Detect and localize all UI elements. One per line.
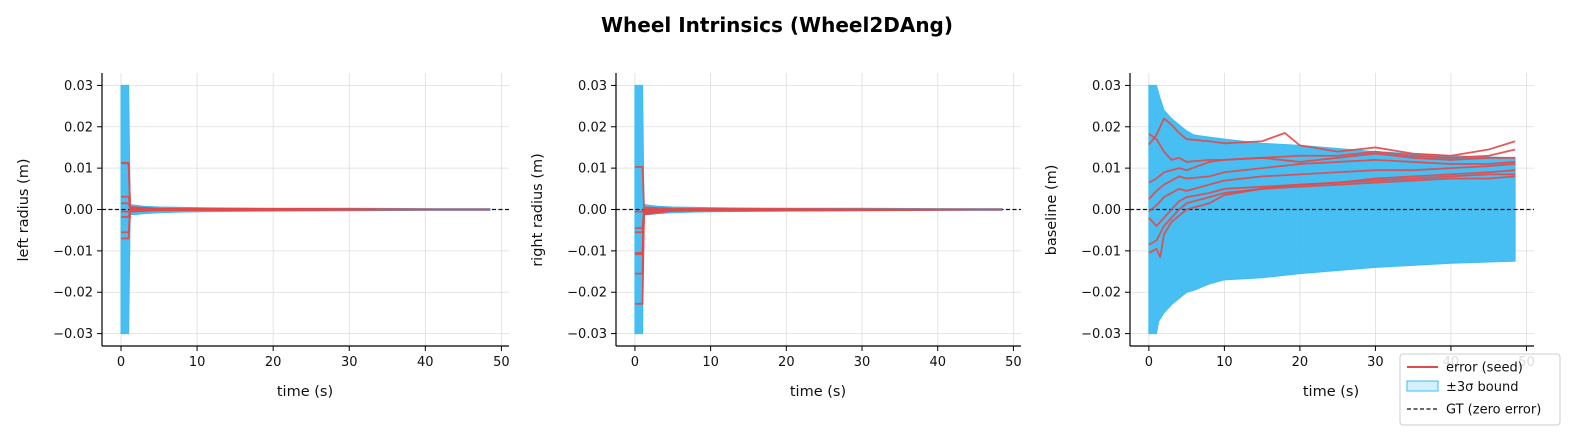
y-tick-label: −0.03: [1081, 327, 1121, 342]
error-series-7: [121, 208, 490, 234]
y-tick-label: 0.00: [1092, 203, 1121, 218]
x-tick-label: 10: [1216, 355, 1233, 370]
error-series-4: [634, 208, 1003, 234]
error-series-8: [1148, 175, 1516, 258]
error-series-1: [1148, 117, 1516, 157]
xlabel: time (s): [790, 384, 846, 400]
y-tick-label: 0.02: [1092, 120, 1121, 135]
y-tick-label: 0.03: [1092, 79, 1121, 94]
legend-error-label: error (seed): [1446, 361, 1523, 376]
y-tick-label: 0.03: [64, 79, 93, 94]
y-tick-label: 0.03: [578, 79, 607, 94]
error-series-3: [1148, 152, 1516, 184]
error-series-1: [634, 165, 1003, 211]
panel-right-radius: 0 10 20 30 40 50 −0.03 −0.02 −0.01 0.00 0.01 0.02 0.…: [530, 73, 1022, 400]
panel-left-radius: 0 10 20 30 40 50 −0.03 −0.02 −0.01 0.00 0.01 0.02 0.…: [16, 73, 510, 400]
x-tick-label: 50: [493, 355, 510, 370]
y-tick-label: −0.02: [567, 286, 607, 301]
y-tick-label: −0.01: [567, 244, 607, 259]
legend-band-label: ±3σ bound: [1446, 380, 1518, 395]
error-series-5: [1148, 163, 1516, 213]
xlabel: time (s): [1303, 384, 1359, 400]
x-tick-label: 0: [117, 355, 125, 370]
x-tick-label: 0: [1145, 355, 1153, 370]
legend-frame: [1399, 353, 1561, 426]
y-tick-label: −0.03: [567, 327, 607, 342]
xlabel: time (s): [277, 384, 333, 400]
ylabel: baseline (m): [1044, 165, 1060, 256]
x-tick-label: 50: [1005, 355, 1022, 370]
error-series-7: [634, 208, 1003, 275]
legend-gt-label: GT (zero error): [1446, 403, 1541, 418]
x-tick-label: 0: [631, 355, 639, 370]
ylabel: left radius (m): [16, 159, 32, 262]
x-tick-label: 30: [341, 355, 358, 370]
error-series-4: [1148, 158, 1516, 200]
y-tick-label: 0.01: [578, 162, 607, 177]
error-series-2: [121, 162, 490, 211]
y-tick-label: 0.01: [1092, 162, 1121, 177]
x-tick-label: 20: [778, 355, 795, 370]
y-tick-label: 0.00: [578, 203, 607, 218]
x-tick-label: 30: [1367, 355, 1384, 370]
y-tick-label: 0.02: [578, 120, 607, 135]
legend: error (seed) ±3σ bound GT (zero error): [1399, 353, 1561, 426]
error-series-8: [121, 208, 490, 240]
y-tick-label: 0.01: [64, 162, 93, 177]
x-tick-label: 10: [702, 355, 719, 370]
y-tick-label: 0.02: [64, 120, 93, 135]
error-series-5: [634, 208, 1003, 254]
x-tick-label: 10: [189, 355, 206, 370]
panel-baseline: 01020304050−0.03−0.02−0.010.000.010.020.…: [1044, 73, 1535, 400]
ylabel: right radius (m): [530, 153, 546, 267]
error-series-1: [121, 161, 490, 211]
x-tick-label: 40: [929, 355, 946, 370]
error-series-4: [121, 202, 490, 211]
y-tick-label: 0.00: [64, 203, 93, 218]
x-tick-label: 20: [1292, 355, 1309, 370]
x-tick-label: 20: [265, 355, 282, 370]
figure-title: Wheel Intrinsics (Wheel2DAng): [601, 13, 953, 37]
x-tick-label: 40: [417, 355, 434, 370]
y-tick-label: −0.02: [1081, 286, 1121, 301]
y-tick-label: −0.01: [53, 244, 93, 259]
error-series-6: [634, 208, 1003, 256]
y-tick-label: −0.02: [53, 286, 93, 301]
y-tick-label: −0.03: [53, 327, 93, 342]
y-tick-label: −0.01: [1081, 244, 1121, 259]
x-tick-label: 30: [854, 355, 871, 370]
error-series-8: [634, 208, 1003, 305]
error-series-7: [1148, 173, 1516, 246]
legend-band-swatch: [1406, 380, 1439, 392]
error-series-6: [1148, 169, 1516, 227]
